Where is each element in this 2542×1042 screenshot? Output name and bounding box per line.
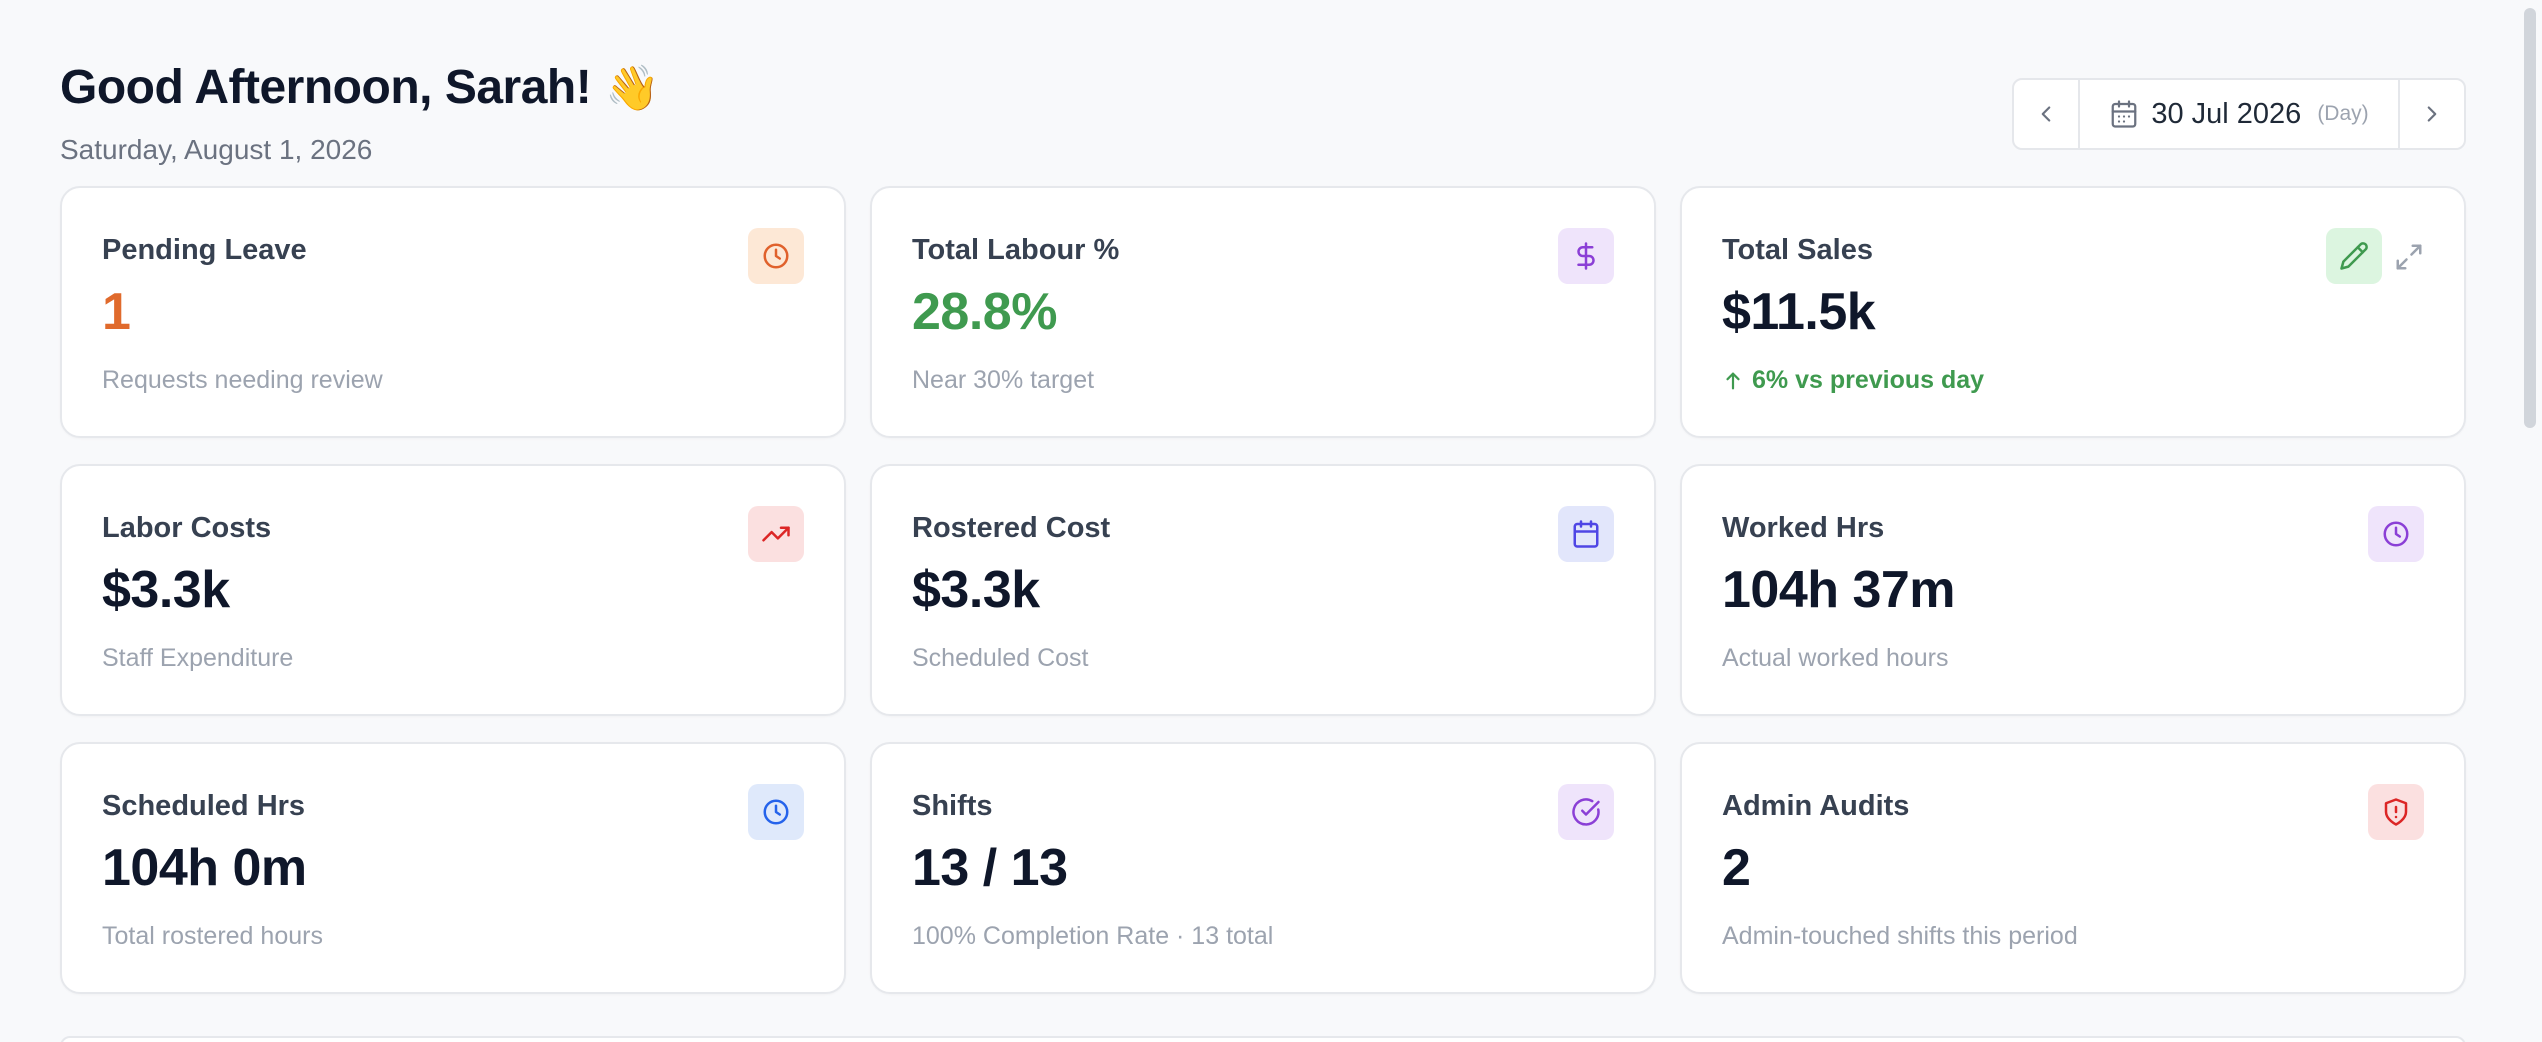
card-title: Shifts	[912, 790, 993, 822]
card-subtitle: Scheduled Cost	[912, 644, 1089, 672]
card-value: 104h 37m	[1722, 561, 1956, 619]
card-value: 28.8%	[912, 283, 1057, 341]
total-sales-card[interactable]: Total Sales $11.5k 6% vs previous day	[1680, 186, 2466, 438]
chevron-left-icon	[2041, 106, 2051, 122]
shield-alert-icon	[2368, 784, 2424, 840]
expand-icon	[2396, 244, 2422, 270]
card-title: Pending Leave	[102, 234, 307, 266]
dollar-icon	[1558, 228, 1614, 284]
greeting-heading: Good Afternoon, Sarah! 👋	[60, 60, 660, 115]
clock-icon	[748, 784, 804, 840]
card-value: $11.5k	[1722, 283, 1876, 341]
card-value: $3.3k	[912, 561, 1040, 619]
date-picker-button[interactable]: 30 Jul 2026 (Day)	[2080, 80, 2398, 148]
next-section-card	[60, 1036, 2466, 1042]
edit-sales-button[interactable]	[2326, 228, 2382, 284]
card-subtitle: Requests needing review	[102, 366, 383, 394]
card-subtitle: 100% Completion Rate · 13 total	[912, 922, 1274, 950]
rostered-cost-card[interactable]: Rostered Cost $3.3k Scheduled Cost	[870, 464, 1656, 716]
worked-hours-card[interactable]: Worked Hrs 104h 37m Actual worked hours	[1680, 464, 2466, 716]
card-title: Worked Hrs	[1722, 512, 1885, 544]
next-date-button[interactable]	[2398, 80, 2464, 148]
calendar-icon	[1558, 506, 1614, 562]
expand-button[interactable]	[2394, 242, 2424, 272]
date-navigator: 30 Jul 2026 (Day)	[2012, 78, 2466, 150]
scheduled-hours-card[interactable]: Scheduled Hrs 104h 0m Total rostered hou…	[60, 742, 846, 994]
waving-hand-icon: 👋	[605, 62, 660, 114]
clock-icon	[2368, 506, 2424, 562]
card-title: Total Sales	[1722, 234, 1873, 266]
admin-audits-card[interactable]: Admin Audits 2 Admin-touched shifts this…	[1680, 742, 2466, 994]
calendar-icon	[2111, 100, 2137, 128]
card-title: Scheduled Hrs	[102, 790, 306, 822]
clock-icon	[748, 228, 804, 284]
current-date-label: Saturday, August 1, 2026	[60, 134, 373, 165]
chevron-right-icon	[2427, 106, 2437, 122]
card-subtitle: Actual worked hours	[1722, 644, 1949, 672]
card-value: 2	[1722, 839, 1751, 897]
pending-leave-card[interactable]: Pending Leave 1 Requests needing review	[60, 186, 846, 438]
card-title: Total Labour %	[912, 234, 1120, 266]
card-value: 104h 0m	[102, 839, 307, 897]
card-value: 1	[102, 283, 131, 341]
greeting-text: Good Afternoon, Sarah!	[60, 61, 592, 114]
selected-date: 30 Jul 2026	[2151, 97, 2302, 130]
stats-grid: Pending Leave 1 Requests needing review …	[60, 186, 2466, 994]
pencil-icon	[2340, 242, 2368, 270]
page-scrollbar[interactable]	[2520, 0, 2538, 1042]
card-value: 13 / 13	[912, 839, 1068, 897]
check-circle-icon	[1558, 784, 1614, 840]
card-subtitle: 6% vs previous day	[1752, 366, 1985, 394]
labor-costs-card[interactable]: Labor Costs $3.3k Staff Expenditure	[60, 464, 846, 716]
card-subtitle: Total rostered hours	[102, 922, 323, 950]
trending-up-icon	[748, 506, 804, 562]
scrollbar-thumb[interactable]	[2524, 8, 2536, 428]
card-subtitle: Admin-touched shifts this period	[1722, 922, 2078, 950]
total-labour-card[interactable]: Total Labour % 28.8% Near 30% target	[870, 186, 1656, 438]
card-value: $3.3k	[102, 561, 230, 619]
date-mode-label: (Day)	[2317, 102, 2369, 125]
shifts-card[interactable]: Shifts 13 / 13 100% Completion Rate · 13…	[870, 742, 1656, 994]
card-title: Rostered Cost	[912, 512, 1111, 544]
card-title: Labor Costs	[102, 512, 272, 544]
card-subtitle: Staff Expenditure	[102, 644, 294, 672]
arrow-up-icon	[1726, 372, 1740, 389]
card-trend: 6% vs previous day	[1722, 366, 1984, 395]
card-subtitle: Near 30% target	[912, 366, 1095, 394]
card-title: Admin Audits	[1722, 790, 1910, 822]
previous-date-button[interactable]	[2014, 80, 2080, 148]
